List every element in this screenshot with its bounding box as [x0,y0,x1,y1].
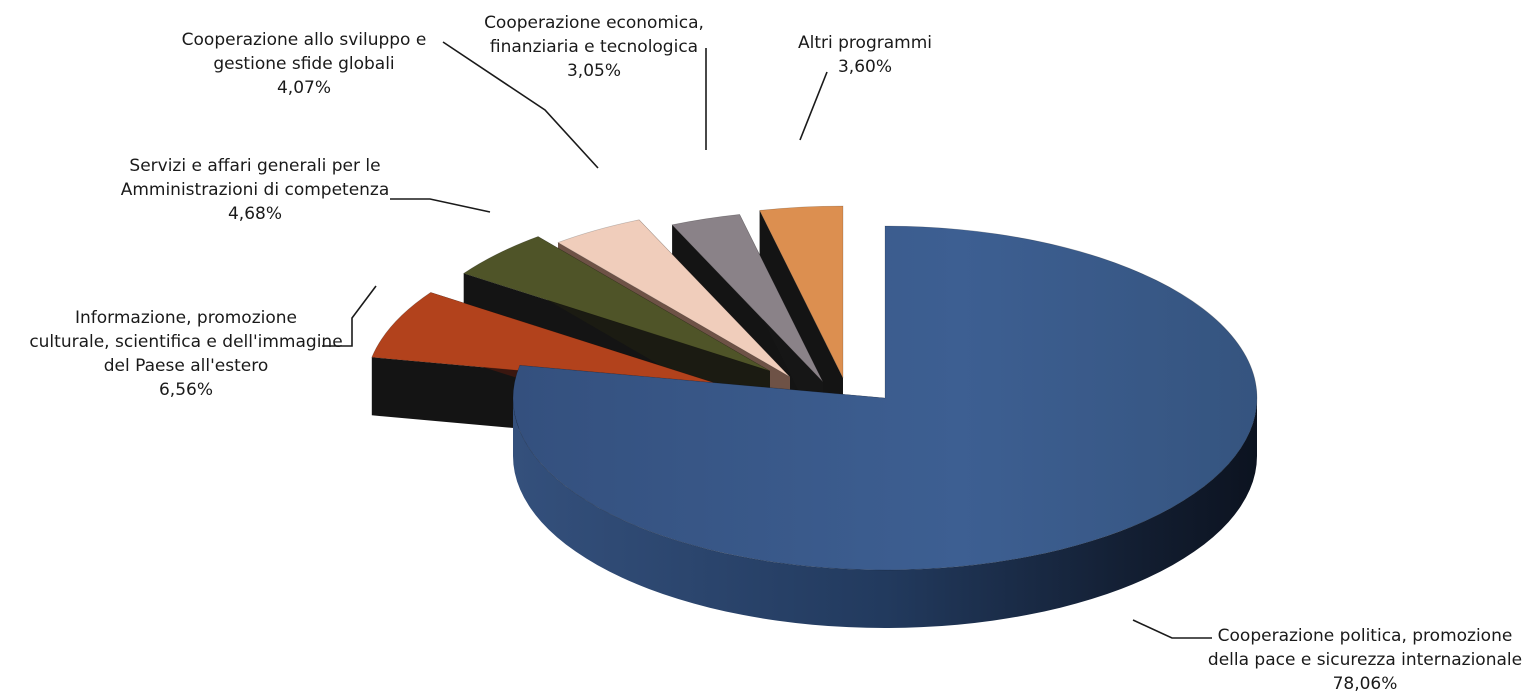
leader-line-3 [442,41,599,169]
pie-slice-side-0 [513,398,1257,628]
pie-slice-5 [759,205,844,379]
pie-slice-1 [371,292,738,391]
pie-slice-3 [557,219,791,378]
data-label-name-line: Servizi e affari generali per le [129,156,380,176]
pie-slice-4 [671,214,824,383]
data-label-name-line: finanziaria e tecnologica [490,37,698,57]
pie-slice-wall-start-5 [759,210,843,436]
data-label-name-line: del Paese all'estero [104,356,268,376]
data-label-2: Servizi e affari generali per le Amminist… [121,156,390,224]
data-label-name-line: gestione sfide globali [213,54,394,74]
data-label-5: Altri programmi 3,60% [798,33,932,77]
pie-slice-0 [512,225,1258,571]
data-label-name-line: della pace e sicurezza internazionale [1208,650,1522,670]
data-label-value: 4,68% [228,204,282,224]
data-label-name-line: culturale, scientifica e dell'immagine [29,332,342,352]
pie-slice-2 [463,236,771,372]
data-label-name-line: Altri programmi [798,33,932,53]
data-label-name-line: Cooperazione allo sviluppo e [182,30,427,50]
data-label-0: Cooperazione politica, promozione della p… [1208,626,1522,694]
data-label-4: Cooperazione economica, finanziaria e tec… [484,13,704,81]
data-label-value: 78,06% [1333,674,1398,694]
leader-line-0 [1132,619,1212,639]
data-label-name-line: Cooperazione politica, promozione [1218,626,1513,646]
leader-line-5 [799,71,828,141]
data-label-name-line: Informazione, promozione [75,308,297,328]
data-label-value: 6,56% [159,380,213,400]
data-label-3: Cooperazione allo sviluppo e gestione sfi… [182,30,427,98]
leader-line-1 [322,285,377,347]
data-label-value: 4,07% [277,78,331,98]
data-label-value: 3,60% [838,57,892,77]
data-label-value: 3,05% [567,61,621,81]
data-label-name-line: Cooperazione economica, [484,13,704,33]
leader-line-2 [390,198,491,213]
data-label-name-line: Amministrazioni di competenza [121,180,390,200]
data-label-1: Informazione, promozione culturale, scien… [29,308,342,400]
